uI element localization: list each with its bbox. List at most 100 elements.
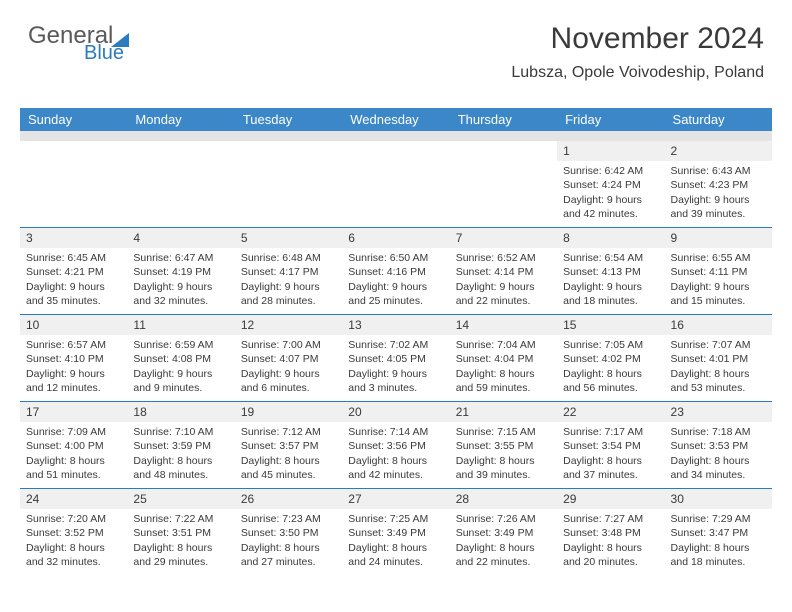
day-number: 28: [450, 489, 557, 509]
sunset-text: Sunset: 3:55 PM: [456, 439, 551, 453]
day-number: 24: [20, 489, 127, 509]
calendar-cell: 25Sunrise: 7:22 AMSunset: 3:51 PMDayligh…: [127, 489, 234, 575]
daylight-text: and 12 minutes.: [26, 381, 121, 395]
sunset-text: Sunset: 3:48 PM: [563, 526, 658, 540]
sunset-text: Sunset: 4:23 PM: [671, 178, 766, 192]
weekday-saturday: Saturday: [665, 108, 772, 131]
daylight-text: Daylight: 8 hours: [456, 367, 551, 381]
sunrise-text: Sunrise: 7:14 AM: [348, 425, 443, 439]
logo-text-blue: Blue: [84, 42, 124, 65]
day-number: 5: [235, 228, 342, 248]
sunrise-text: Sunrise: 6:57 AM: [26, 338, 121, 352]
daylight-text: and 22 minutes.: [456, 294, 551, 308]
daylight-text: and 18 minutes.: [671, 555, 766, 569]
daylight-text: Daylight: 8 hours: [348, 541, 443, 555]
day-number: 18: [127, 402, 234, 422]
daylight-text: Daylight: 8 hours: [563, 454, 658, 468]
calendar-cell: 19Sunrise: 7:12 AMSunset: 3:57 PMDayligh…: [235, 402, 342, 488]
sunset-text: Sunset: 3:53 PM: [671, 439, 766, 453]
day-number: 4: [127, 228, 234, 248]
calendar-cell: 23Sunrise: 7:18 AMSunset: 3:53 PMDayligh…: [665, 402, 772, 488]
day-number: 22: [557, 402, 664, 422]
daylight-text: Daylight: 9 hours: [671, 193, 766, 207]
daylight-text: Daylight: 8 hours: [133, 541, 228, 555]
sunset-text: Sunset: 4:11 PM: [671, 265, 766, 279]
sunset-text: Sunset: 3:51 PM: [133, 526, 228, 540]
sunset-text: Sunset: 3:49 PM: [456, 526, 551, 540]
sunrise-text: Sunrise: 7:02 AM: [348, 338, 443, 352]
weekday-tuesday: Tuesday: [235, 108, 342, 131]
calendar-cell: 27Sunrise: 7:25 AMSunset: 3:49 PMDayligh…: [342, 489, 449, 575]
calendar-cell: 10Sunrise: 6:57 AMSunset: 4:10 PMDayligh…: [20, 315, 127, 401]
daylight-text: Daylight: 9 hours: [241, 280, 336, 294]
sunset-text: Sunset: 3:50 PM: [241, 526, 336, 540]
sunset-text: Sunset: 4:04 PM: [456, 352, 551, 366]
calendar-cell: 6Sunrise: 6:50 AMSunset: 4:16 PMDaylight…: [342, 228, 449, 314]
daylight-text: and 18 minutes.: [563, 294, 658, 308]
sunrise-text: Sunrise: 6:55 AM: [671, 251, 766, 265]
sunrise-text: Sunrise: 7:05 AM: [563, 338, 658, 352]
day-number: 7: [450, 228, 557, 248]
calendar-cell: 20Sunrise: 7:14 AMSunset: 3:56 PMDayligh…: [342, 402, 449, 488]
sunrise-text: Sunrise: 7:22 AM: [133, 512, 228, 526]
daylight-text: and 35 minutes.: [26, 294, 121, 308]
sunset-text: Sunset: 3:54 PM: [563, 439, 658, 453]
calendar-cell: 12Sunrise: 7:00 AMSunset: 4:07 PMDayligh…: [235, 315, 342, 401]
daylight-text: Daylight: 9 hours: [456, 280, 551, 294]
calendar-cell: 17Sunrise: 7:09 AMSunset: 4:00 PMDayligh…: [20, 402, 127, 488]
daylight-text: and 53 minutes.: [671, 381, 766, 395]
sunset-text: Sunset: 4:24 PM: [563, 178, 658, 192]
week-row: 17Sunrise: 7:09 AMSunset: 4:00 PMDayligh…: [20, 402, 772, 489]
daylight-text: Daylight: 8 hours: [671, 541, 766, 555]
daylight-text: and 20 minutes.: [563, 555, 658, 569]
daylight-text: and 37 minutes.: [563, 468, 658, 482]
daylight-text: and 45 minutes.: [241, 468, 336, 482]
day-number: 15: [557, 315, 664, 335]
sunset-text: Sunset: 3:49 PM: [348, 526, 443, 540]
daylight-text: Daylight: 8 hours: [456, 454, 551, 468]
daylight-text: and 48 minutes.: [133, 468, 228, 482]
calendar-cell: 22Sunrise: 7:17 AMSunset: 3:54 PMDayligh…: [557, 402, 664, 488]
calendar-cell: 15 Sunrise: 7:05 AMSunset: 4:02 PMDayligh…: [557, 315, 664, 401]
daylight-text: Daylight: 8 hours: [563, 367, 658, 381]
day-number: 2: [665, 141, 772, 161]
daylight-text: and 42 minutes.: [563, 207, 658, 221]
weekday-wednesday: Wednesday: [342, 108, 449, 131]
sunset-text: Sunset: 4:08 PM: [133, 352, 228, 366]
sunset-text: Sunset: 3:47 PM: [671, 526, 766, 540]
sunset-text: Sunset: 4:02 PM: [563, 352, 658, 366]
daylight-text: and 32 minutes.: [133, 294, 228, 308]
sunrise-text: Sunrise: 6:50 AM: [348, 251, 443, 265]
daylight-text: Daylight: 9 hours: [563, 193, 658, 207]
calendar-cell: 1Sunrise: 6:42 AMSunset: 4:24 PMDaylight…: [557, 141, 664, 227]
day-number: 23: [665, 402, 772, 422]
month-title: November 2024: [511, 22, 764, 56]
calendar-cell: 30Sunrise: 7:29 AMSunset: 3:47 PMDayligh…: [665, 489, 772, 575]
calendar-cell: 11Sunrise: 6:59 AMSunset: 4:08 PMDayligh…: [127, 315, 234, 401]
day-number: 1: [557, 141, 664, 161]
day-number: 21: [450, 402, 557, 422]
calendar-cell: [450, 141, 557, 227]
sunrise-text: Sunrise: 6:54 AM: [563, 251, 658, 265]
day-number: 13: [342, 315, 449, 335]
day-number: 16: [665, 315, 772, 335]
daylight-text: and 39 minutes.: [456, 468, 551, 482]
daylight-text: and 9 minutes.: [133, 381, 228, 395]
sunrise-text: Sunrise: 7:07 AM: [671, 338, 766, 352]
daylight-text: Daylight: 8 hours: [348, 454, 443, 468]
sunrise-text: Sunrise: 7:23 AM: [241, 512, 336, 526]
week-row: 3Sunrise: 6:45 AMSunset: 4:21 PMDaylight…: [20, 228, 772, 315]
sunrise-text: Sunrise: 7:10 AM: [133, 425, 228, 439]
day-number: 9: [665, 228, 772, 248]
sunset-text: Sunset: 4:13 PM: [563, 265, 658, 279]
sunset-text: Sunset: 4:21 PM: [26, 265, 121, 279]
weekday-monday: Monday: [127, 108, 234, 131]
sunrise-text: Sunrise: 6:52 AM: [456, 251, 551, 265]
sunrise-text: Sunrise: 7:00 AM: [241, 338, 336, 352]
sunrise-text: Sunrise: 6:48 AM: [241, 251, 336, 265]
sunrise-text: Sunrise: 6:43 AM: [671, 164, 766, 178]
daylight-text: Daylight: 8 hours: [133, 454, 228, 468]
daylight-text: and 51 minutes.: [26, 468, 121, 482]
daylight-text: Daylight: 8 hours: [241, 541, 336, 555]
sunset-text: Sunset: 4:16 PM: [348, 265, 443, 279]
